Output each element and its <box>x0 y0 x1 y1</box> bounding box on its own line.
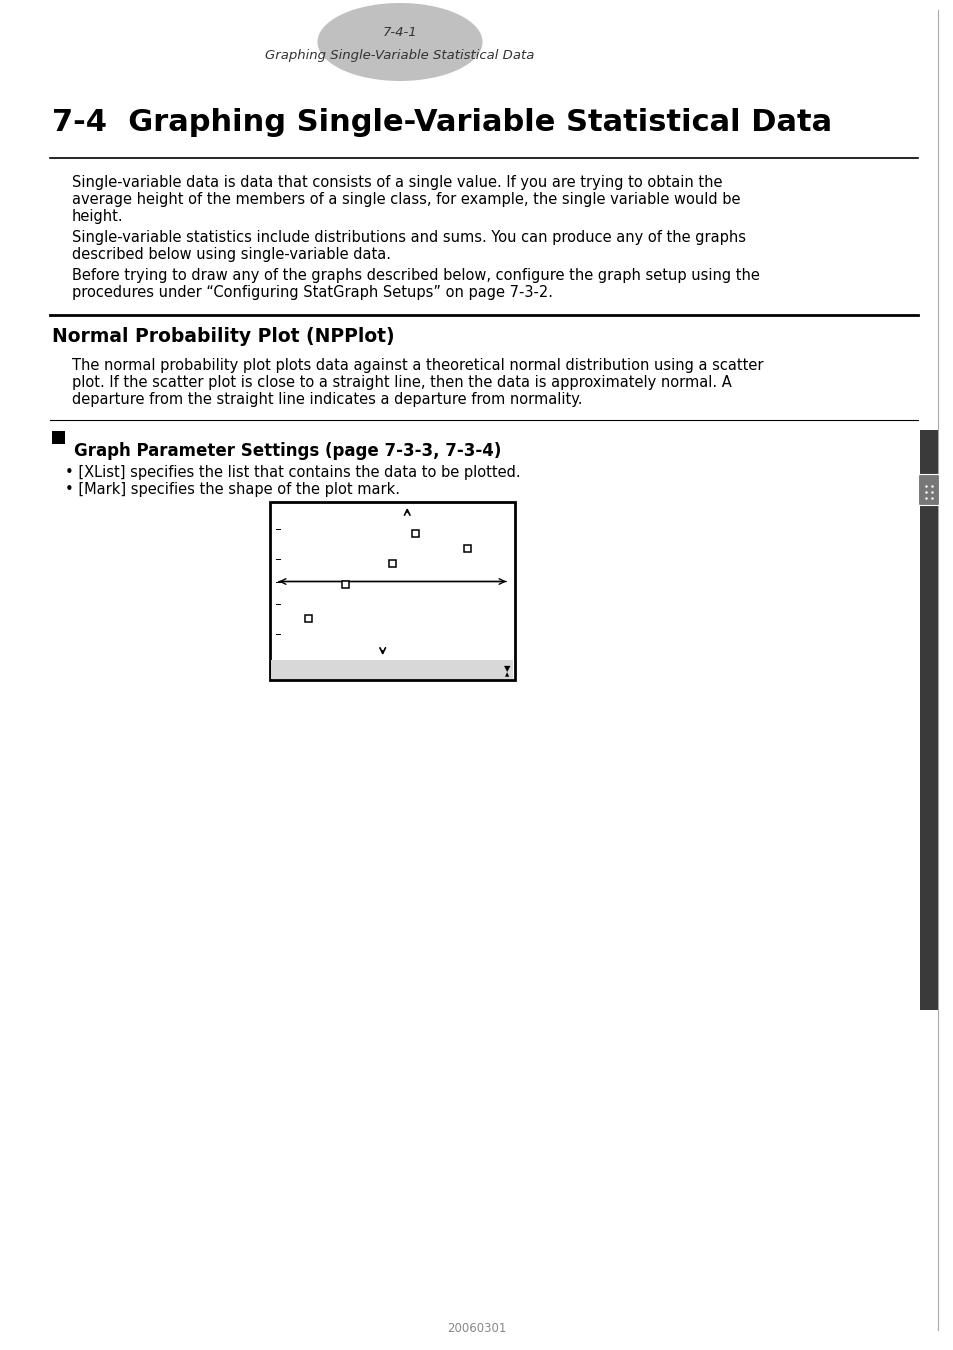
Text: • [XList] specifies the list that contains the data to be plotted.: • [XList] specifies the list that contai… <box>65 464 520 481</box>
Text: average height of the members of a single class, for example, the single variabl: average height of the members of a singl… <box>71 192 740 207</box>
Bar <box>342 580 349 589</box>
Ellipse shape <box>317 3 482 81</box>
Bar <box>463 545 470 552</box>
Text: • [Mark] specifies the shape of the plot mark.: • [Mark] specifies the shape of the plot… <box>65 482 399 497</box>
Text: 7-4-1: 7-4-1 <box>382 26 416 39</box>
Bar <box>270 502 515 680</box>
FancyBboxPatch shape <box>918 474 939 505</box>
Text: Single-variable statistics include distributions and sums. You can produce any o: Single-variable statistics include distr… <box>71 230 745 244</box>
Bar <box>52 431 65 444</box>
Bar <box>272 660 513 679</box>
Text: 7-4  Graphing Single-Variable Statistical Data: 7-4 Graphing Single-Variable Statistical… <box>52 108 831 136</box>
Text: Normal Probability Plot (NPPlot): Normal Probability Plot (NPPlot) <box>52 327 395 346</box>
Text: height.: height. <box>71 209 124 224</box>
Text: Graphing Single-Variable Statistical Data: Graphing Single-Variable Statistical Dat… <box>265 50 534 62</box>
Bar <box>412 531 419 537</box>
Text: Single-variable data is data that consists of a single value. If you are trying : Single-variable data is data that consis… <box>71 176 721 190</box>
Text: ▼: ▼ <box>503 664 510 674</box>
Text: departure from the straight line indicates a departure from normality.: departure from the straight line indicat… <box>71 392 582 406</box>
Bar <box>919 431 937 1010</box>
Text: ▲: ▲ <box>504 672 509 678</box>
Text: procedures under “Configuring StatGraph Setups” on page 7-3-2.: procedures under “Configuring StatGraph … <box>71 285 553 300</box>
Text: 20060301: 20060301 <box>447 1322 506 1335</box>
Text: The normal probability plot plots data against a theoretical normal distribution: The normal probability plot plots data a… <box>71 358 762 373</box>
Text: Before trying to draw any of the graphs described below, configure the graph set: Before trying to draw any of the graphs … <box>71 269 760 284</box>
Text: plot. If the scatter plot is close to a straight line, then the data is approxim: plot. If the scatter plot is close to a … <box>71 375 731 390</box>
Bar <box>389 560 395 567</box>
Bar <box>305 616 312 622</box>
Text: Graph Parameter Settings (page 7-3-3, 7-3-4): Graph Parameter Settings (page 7-3-3, 7-… <box>74 441 501 460</box>
Text: described below using single-variable data.: described below using single-variable da… <box>71 247 391 262</box>
